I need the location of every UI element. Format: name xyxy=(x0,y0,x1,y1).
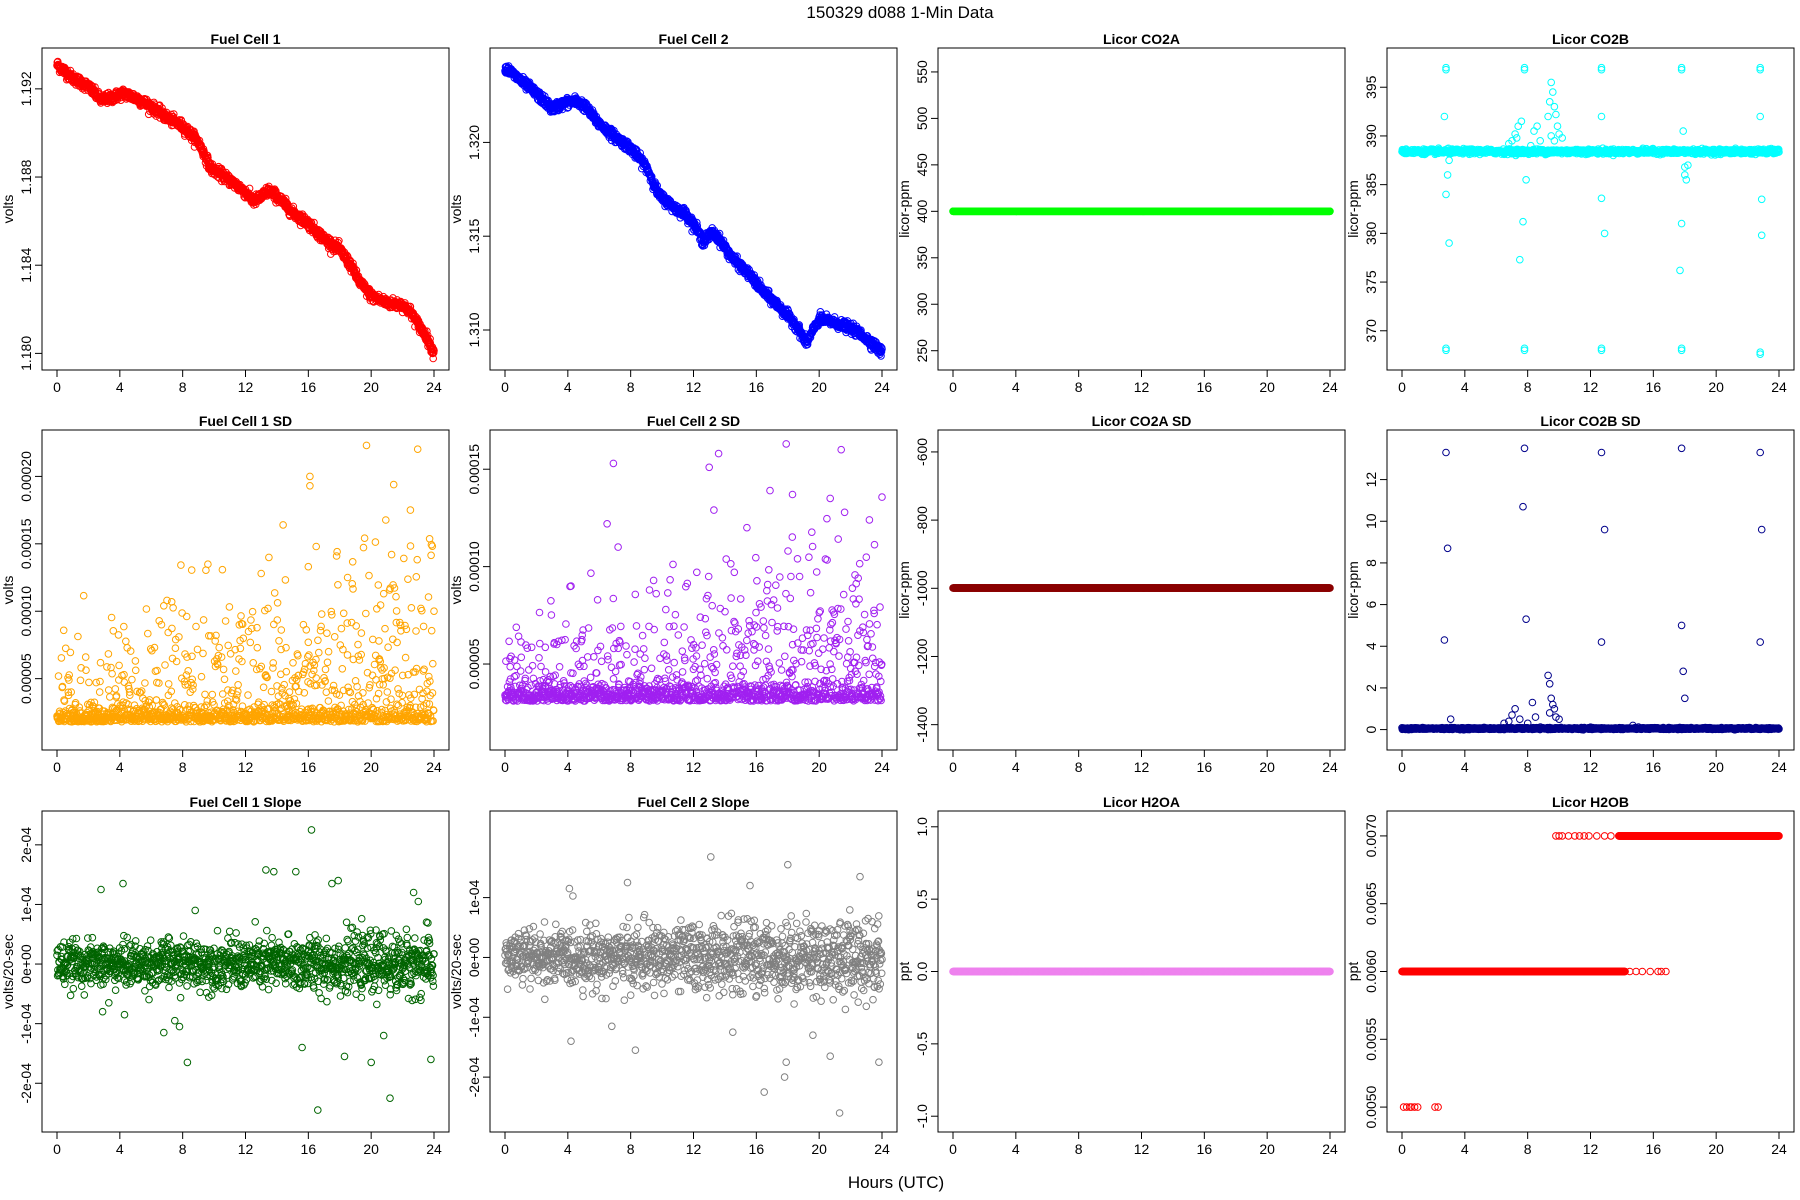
x-tick-label: 12 xyxy=(1583,379,1599,395)
x-tick-label: 24 xyxy=(874,379,890,395)
x-tick-label: 0 xyxy=(53,379,61,395)
y-axis-label: volts xyxy=(0,195,16,224)
x-tick-label: 16 xyxy=(1197,379,1213,395)
y-tick-label: 400 xyxy=(914,199,930,223)
y-tick-label: 250 xyxy=(914,339,930,363)
x-tick-label: 20 xyxy=(811,379,827,395)
x-tick-label: 24 xyxy=(1322,379,1338,395)
panel-title: Fuel Cell 1 xyxy=(210,31,280,47)
x-tick-label: 4 xyxy=(1461,379,1469,395)
y-tick-label: 1.310 xyxy=(466,312,482,347)
panel-title: Licor CO2B xyxy=(1552,31,1629,47)
panels: Fuel Cell 1 0 4 8 12 16 20 24 1.180 1.184 1.188 1.1… xyxy=(0,31,1795,1157)
y-tick-label: 500 xyxy=(914,107,930,131)
chart-panel: Fuel Cell 1 0 4 8 12 16 20 24 1.180 1.184 1.188 1.1… xyxy=(0,31,450,395)
data-points xyxy=(949,207,1334,216)
x-tick-label: 8 xyxy=(179,379,187,395)
y-tick-label: 385 xyxy=(1363,173,1379,197)
x-tick-label: 8 xyxy=(627,379,635,395)
x-tick-label: 8 xyxy=(1524,379,1532,395)
x-tick-label: 0 xyxy=(1398,379,1406,395)
x-tick-label: 16 xyxy=(749,379,765,395)
x-tick-label: 20 xyxy=(1708,379,1724,395)
x-tick-label: 4 xyxy=(1012,379,1020,395)
y-tick-label: 1.184 xyxy=(18,247,34,282)
panel-title: Licor CO2A xyxy=(1103,31,1180,47)
y-axis-label: volts xyxy=(448,195,464,224)
figure-title: 150329 d088 1-Min Data xyxy=(806,3,994,22)
x-tick-label: 20 xyxy=(1259,379,1275,395)
y-tick-label: 395 xyxy=(1363,75,1379,99)
data-point xyxy=(150,100,159,108)
x-tick-label: 0 xyxy=(501,379,509,395)
chart-panel: Licor CO2A 0 4 8 12 16 20 24 250 300 350 400 450 500 5… xyxy=(896,31,1346,395)
y-tick-label: 450 xyxy=(914,153,930,177)
y-tick-label: 1.188 xyxy=(18,159,34,194)
x-tick-label: 8 xyxy=(1075,379,1083,395)
y-axis-label: licor-ppm xyxy=(896,180,912,238)
data-points xyxy=(53,57,438,363)
x-tick-label: 12 xyxy=(686,379,702,395)
y-tick-label: 1.315 xyxy=(466,218,482,253)
x-tick-label: 24 xyxy=(426,379,442,395)
y-tick-label: 370 xyxy=(1363,319,1379,343)
x-tick-label: 16 xyxy=(301,379,317,395)
x-tick-label: 12 xyxy=(238,379,254,395)
data-points xyxy=(501,62,886,360)
plot-frame xyxy=(1386,47,1795,371)
y-tick-label: 550 xyxy=(914,60,930,84)
y-tick-label: 1.320 xyxy=(466,125,482,160)
x-tick-label: 20 xyxy=(363,379,379,395)
chart-panel: Licor CO2B 0 4 8 12 16 20 24 370 375 380 385 390 395 l… xyxy=(1345,31,1795,395)
y-tick-label: 300 xyxy=(914,292,930,316)
chart-panel: Fuel Cell 2 0 4 8 12 16 20 24 1.310 1.315 1.320 vol… xyxy=(448,31,898,395)
y-tick-label: 375 xyxy=(1363,270,1379,294)
panel-title: Fuel Cell 2 xyxy=(658,31,728,47)
x-tick-label: 24 xyxy=(1771,379,1787,395)
x-tick-label: 12 xyxy=(1134,379,1150,395)
data-points xyxy=(1398,63,1783,359)
x-tick-label: 4 xyxy=(564,379,572,395)
x-tick-label: 16 xyxy=(1646,379,1662,395)
y-tick-label: 380 xyxy=(1363,221,1379,245)
y-tick-label: 1.192 xyxy=(18,71,34,106)
x-tick-label: 4 xyxy=(116,379,124,395)
y-tick-label: 350 xyxy=(914,246,930,270)
x-tick-label: 0 xyxy=(949,379,957,395)
y-axis-label: licor-ppm xyxy=(1345,180,1361,238)
y-tick-label: 1.180 xyxy=(18,336,34,371)
y-tick-label: 390 xyxy=(1363,124,1379,148)
